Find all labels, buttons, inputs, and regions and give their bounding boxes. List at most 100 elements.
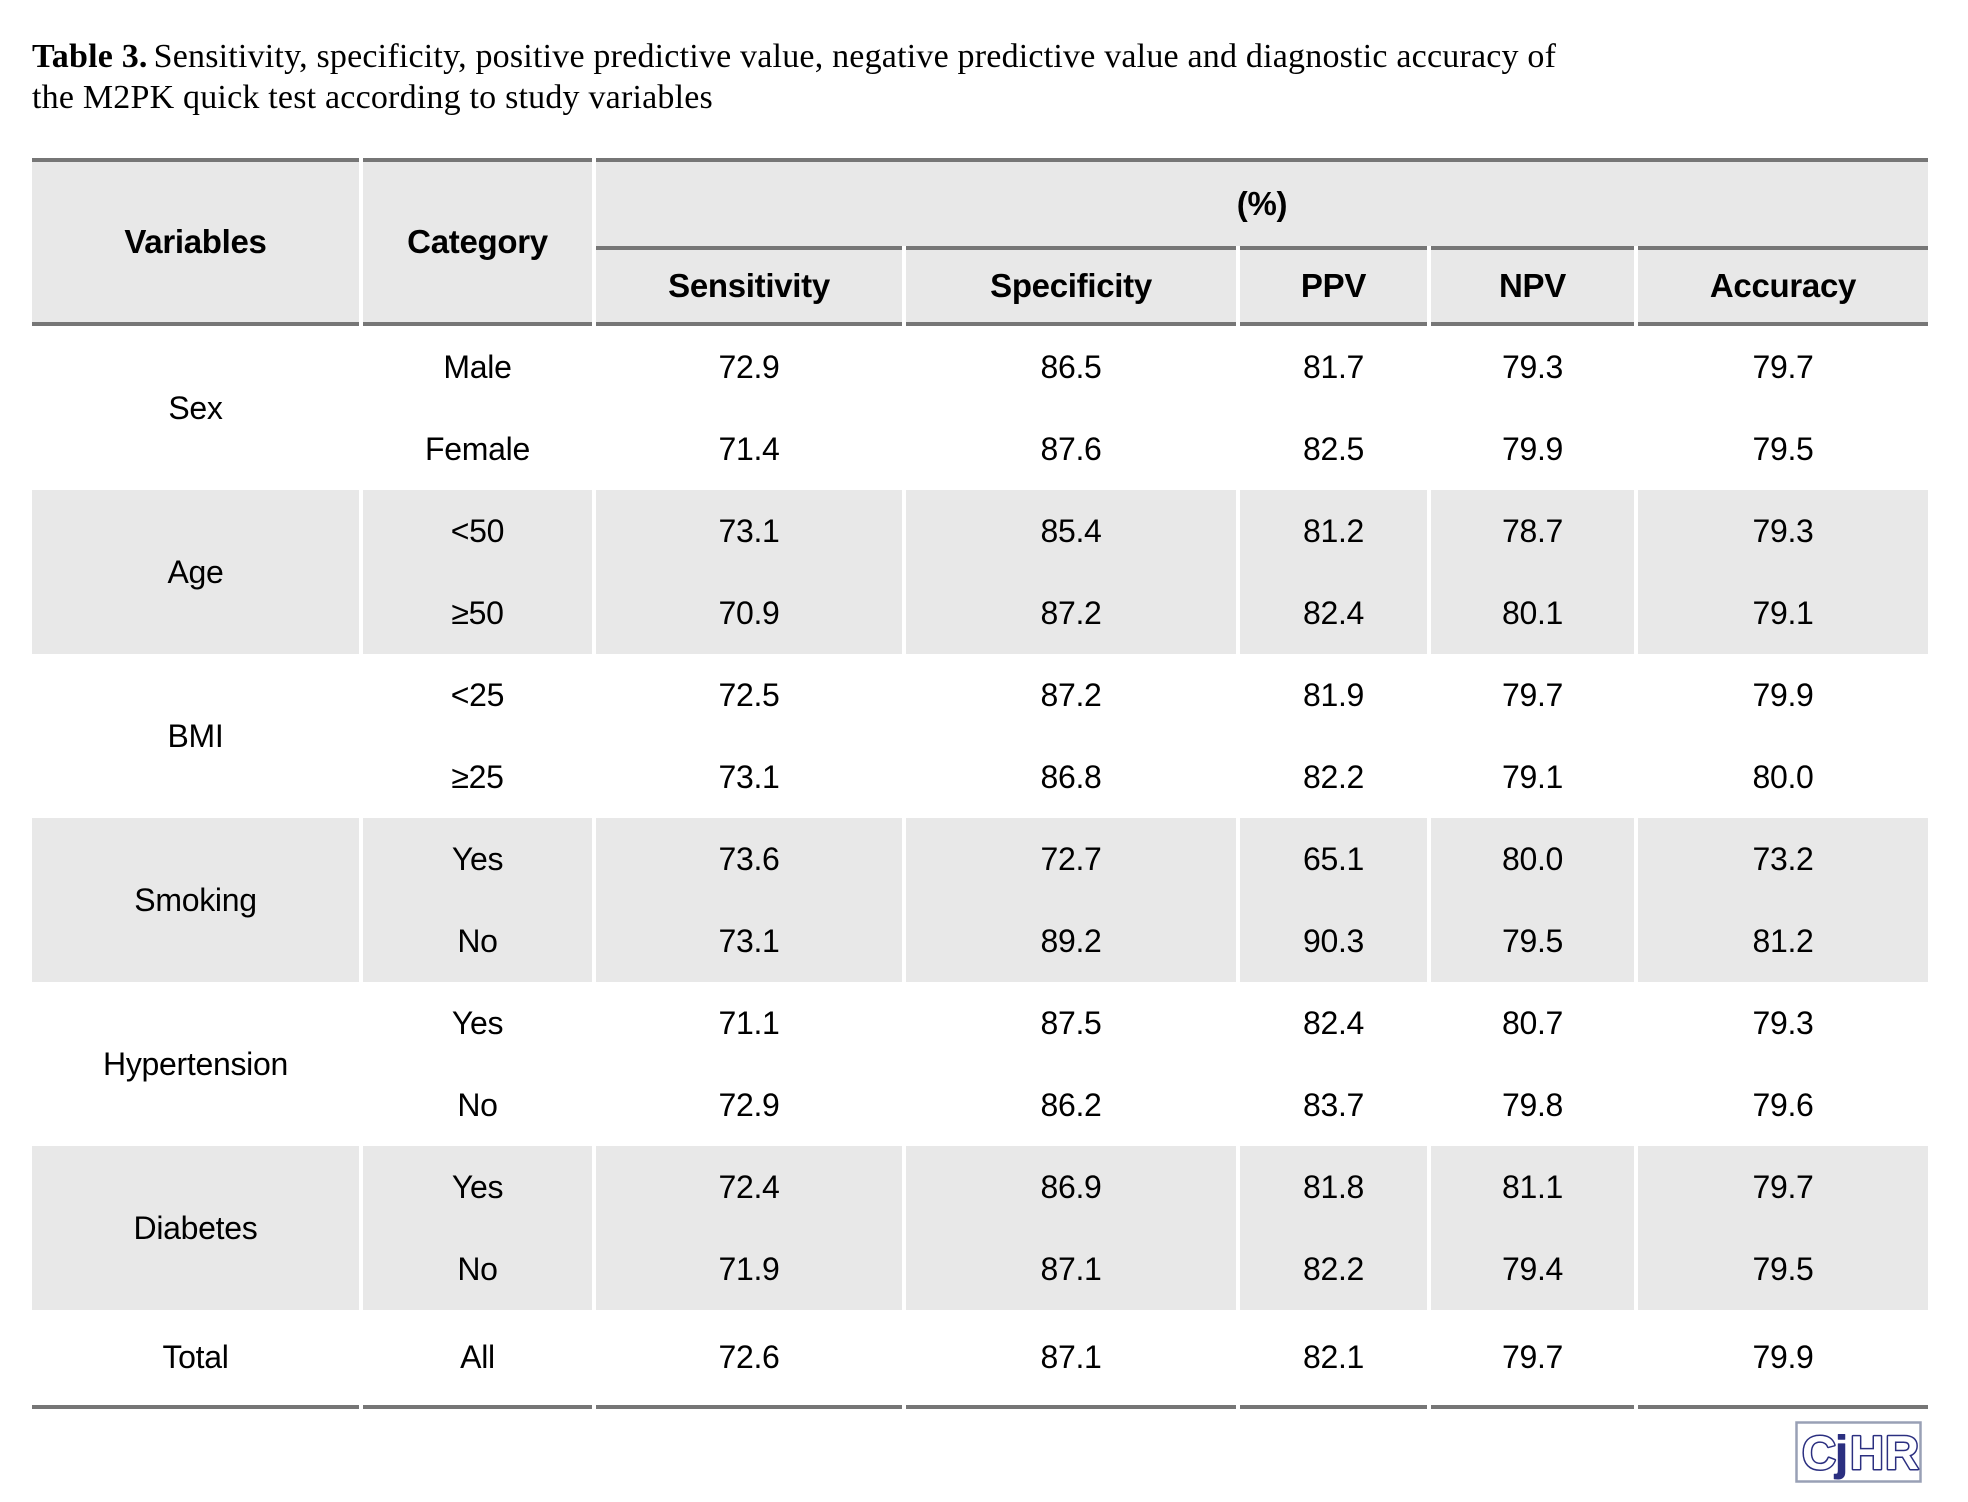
value-cell: 79.1 (1431, 736, 1634, 818)
category-cell: Male (363, 326, 592, 408)
total-variable-cell: Total (32, 1310, 359, 1409)
value-cell: 79.3 (1431, 326, 1634, 408)
value-cell: 79.5 (1638, 1228, 1928, 1310)
value-cell: 81.1 (1431, 1146, 1634, 1228)
value-cell: 80.7 (1431, 982, 1634, 1064)
value-cell: 87.2 (906, 654, 1236, 736)
category-cell: Yes (363, 982, 592, 1064)
svg-text:C j H R: C j H R (1802, 1426, 1918, 1479)
value-cell: 79.9 (1431, 408, 1634, 490)
logo-letter-h: H (1850, 1426, 1882, 1479)
value-cell: 70.9 (596, 572, 902, 654)
value-cell: 73.1 (596, 900, 902, 982)
value-cell: 79.9 (1638, 654, 1928, 736)
variable-cell-age: Age (32, 490, 359, 654)
value-cell: 78.7 (1431, 490, 1634, 572)
value-cell: 81.2 (1240, 490, 1427, 572)
category-cell: No (363, 1228, 592, 1310)
value-cell: 87.2 (906, 572, 1236, 654)
category-cell: <50 (363, 490, 592, 572)
value-cell: 72.7 (906, 818, 1236, 900)
value-cell: 73.1 (596, 736, 902, 818)
header-cell-metric-specificity: Specificity (906, 246, 1236, 326)
value-cell: 86.9 (906, 1146, 1236, 1228)
value-cell: 81.2 (1638, 900, 1928, 982)
value-cell: 87.1 (906, 1228, 1236, 1310)
value-cell: 79.1 (1638, 572, 1928, 654)
value-cell: 71.1 (596, 982, 902, 1064)
value-cell: 86.5 (906, 326, 1236, 408)
header-cell-category: Category (363, 158, 592, 326)
header-cell-variables: Variables (32, 158, 359, 326)
value-cell: 79.5 (1638, 408, 1928, 490)
table-caption-text: Sensitivity, specificity, positive predi… (32, 38, 1557, 116)
value-cell: 79.7 (1431, 654, 1634, 736)
value-cell: 81.8 (1240, 1146, 1427, 1228)
total-value-cell: 72.6 (596, 1310, 902, 1409)
value-cell: 72.9 (596, 326, 902, 408)
value-cell: 82.2 (1240, 736, 1427, 818)
value-cell: 82.5 (1240, 408, 1427, 490)
value-cell: 81.9 (1240, 654, 1427, 736)
variable-cell-bmi: BMI (32, 654, 359, 818)
total-category-cell: All (363, 1310, 592, 1409)
table-caption-label: Table 3. (32, 38, 148, 75)
logo-letter-r: R (1885, 1426, 1918, 1479)
value-cell: 85.4 (906, 490, 1236, 572)
value-cell: 79.7 (1638, 1146, 1928, 1228)
value-cell: 72.4 (596, 1146, 902, 1228)
value-cell: 73.6 (596, 818, 902, 900)
header-cell-metric-accuracy: Accuracy (1638, 246, 1928, 326)
value-cell: 89.2 (906, 900, 1236, 982)
category-cell: Female (363, 408, 592, 490)
value-cell: 82.2 (1240, 1228, 1427, 1310)
cjhr-logo: C j H R (1795, 1421, 1922, 1483)
variable-cell-sex: Sex (32, 326, 359, 490)
value-cell: 80.0 (1638, 736, 1928, 818)
value-cell: 82.4 (1240, 982, 1427, 1064)
total-value-cell: 82.1 (1240, 1310, 1427, 1409)
value-cell: 65.1 (1240, 818, 1427, 900)
value-cell: 79.4 (1431, 1228, 1634, 1310)
category-cell: <25 (363, 654, 592, 736)
value-cell: 72.9 (596, 1064, 902, 1146)
header-cell-metric-sensitivity: Sensitivity (596, 246, 902, 326)
value-cell: 72.5 (596, 654, 902, 736)
value-cell: 80.0 (1431, 818, 1634, 900)
variable-cell-diabetes: Diabetes (32, 1146, 359, 1310)
total-value-cell: 79.7 (1431, 1310, 1634, 1409)
header-cell-metric-ppv: PPV (1240, 246, 1427, 326)
value-cell: 83.7 (1240, 1064, 1427, 1146)
value-cell: 81.7 (1240, 326, 1427, 408)
total-value-cell: 79.9 (1638, 1310, 1928, 1409)
logo-letter-c: C (1802, 1426, 1835, 1479)
value-cell: 71.4 (596, 408, 902, 490)
value-cell: 71.9 (596, 1228, 902, 1310)
table-caption: Table 3. Sensitivity, specificity, positi… (32, 36, 1562, 118)
header-cell-metric-npv: NPV (1431, 246, 1634, 326)
total-value-cell: 87.1 (906, 1310, 1236, 1409)
variable-cell-smoking: Smoking (32, 818, 359, 982)
value-cell: 79.3 (1638, 490, 1928, 572)
variable-cell-hypertension: Hypertension (32, 982, 359, 1146)
header-cell-percent-group: (%) (596, 158, 1928, 246)
category-cell: No (363, 900, 592, 982)
category-cell: Yes (363, 1146, 592, 1228)
value-cell: 79.3 (1638, 982, 1928, 1064)
value-cell: 73.1 (596, 490, 902, 572)
value-cell: 86.8 (906, 736, 1236, 818)
value-cell: 79.5 (1431, 900, 1634, 982)
value-cell: 86.2 (906, 1064, 1236, 1146)
value-cell: 87.6 (906, 408, 1236, 490)
value-cell: 80.1 (1431, 572, 1634, 654)
value-cell: 79.8 (1431, 1064, 1634, 1146)
category-cell: No (363, 1064, 592, 1146)
value-cell: 87.5 (906, 982, 1236, 1064)
value-cell: 79.7 (1638, 326, 1928, 408)
value-cell: 82.4 (1240, 572, 1427, 654)
category-cell: ≥25 (363, 736, 592, 818)
value-cell: 79.6 (1638, 1064, 1928, 1146)
category-cell: Yes (363, 818, 592, 900)
logo-letter-j: j (1834, 1426, 1846, 1479)
